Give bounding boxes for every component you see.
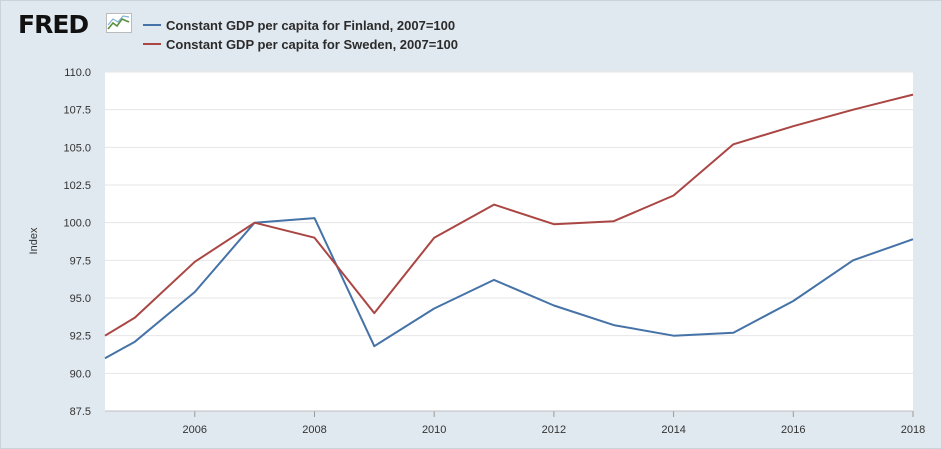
y-tick-label: 97.5 [70, 255, 91, 267]
legend-item-finland[interactable]: Constant GDP per capita for Finland, 200… [143, 17, 455, 33]
legend-label-sweden: Constant GDP per capita for Sweden, 2007… [166, 36, 459, 52]
y-tick-label: 102.5 [63, 180, 91, 192]
y-tick-label: 105.0 [63, 142, 91, 154]
y-tick-label: 110.0 [64, 67, 91, 79]
x-tick-label: 2006 [183, 424, 207, 436]
y-tick-label: 95.0 [70, 293, 91, 305]
x-tick-label: 2008 [302, 424, 326, 436]
y-tick-label: 87.5 [70, 406, 91, 418]
y-tick-label: 90.0 [70, 368, 91, 380]
y-axis-label: Index [28, 227, 40, 254]
y-tick-label: 92.5 [70, 331, 91, 343]
legend-swatch-sweden [143, 43, 161, 45]
legend-label-finland: Constant GDP per capita for Finland, 200… [166, 17, 456, 33]
y-tick-label: 107.5 [63, 105, 91, 117]
x-tick-label: 2012 [542, 424, 566, 436]
x-tick-label: 2018 [901, 424, 925, 436]
series-lines [104, 93, 914, 360]
legend-swatch-finland [143, 24, 161, 26]
x-tick-label: 2016 [781, 424, 805, 436]
legend-item-sweden[interactable]: Constant GDP per capita for Sweden, 2007… [143, 36, 458, 52]
logo-graph-icon [106, 13, 132, 33]
x-tick-label: 2010 [422, 424, 446, 436]
y-tick-label: 100.0 [63, 218, 91, 230]
x-tick-label: 2014 [661, 424, 685, 436]
fred-logo[interactable]: FRED [18, 10, 89, 39]
x-axis-ticks: 2006 2008 2010 2012 2014 2016 2018 [105, 410, 925, 436]
y-axis-ticks: 110.0 107.5 105.0 102.5 100.0 97.5 95.0 92.5 90.… [63, 67, 91, 418]
